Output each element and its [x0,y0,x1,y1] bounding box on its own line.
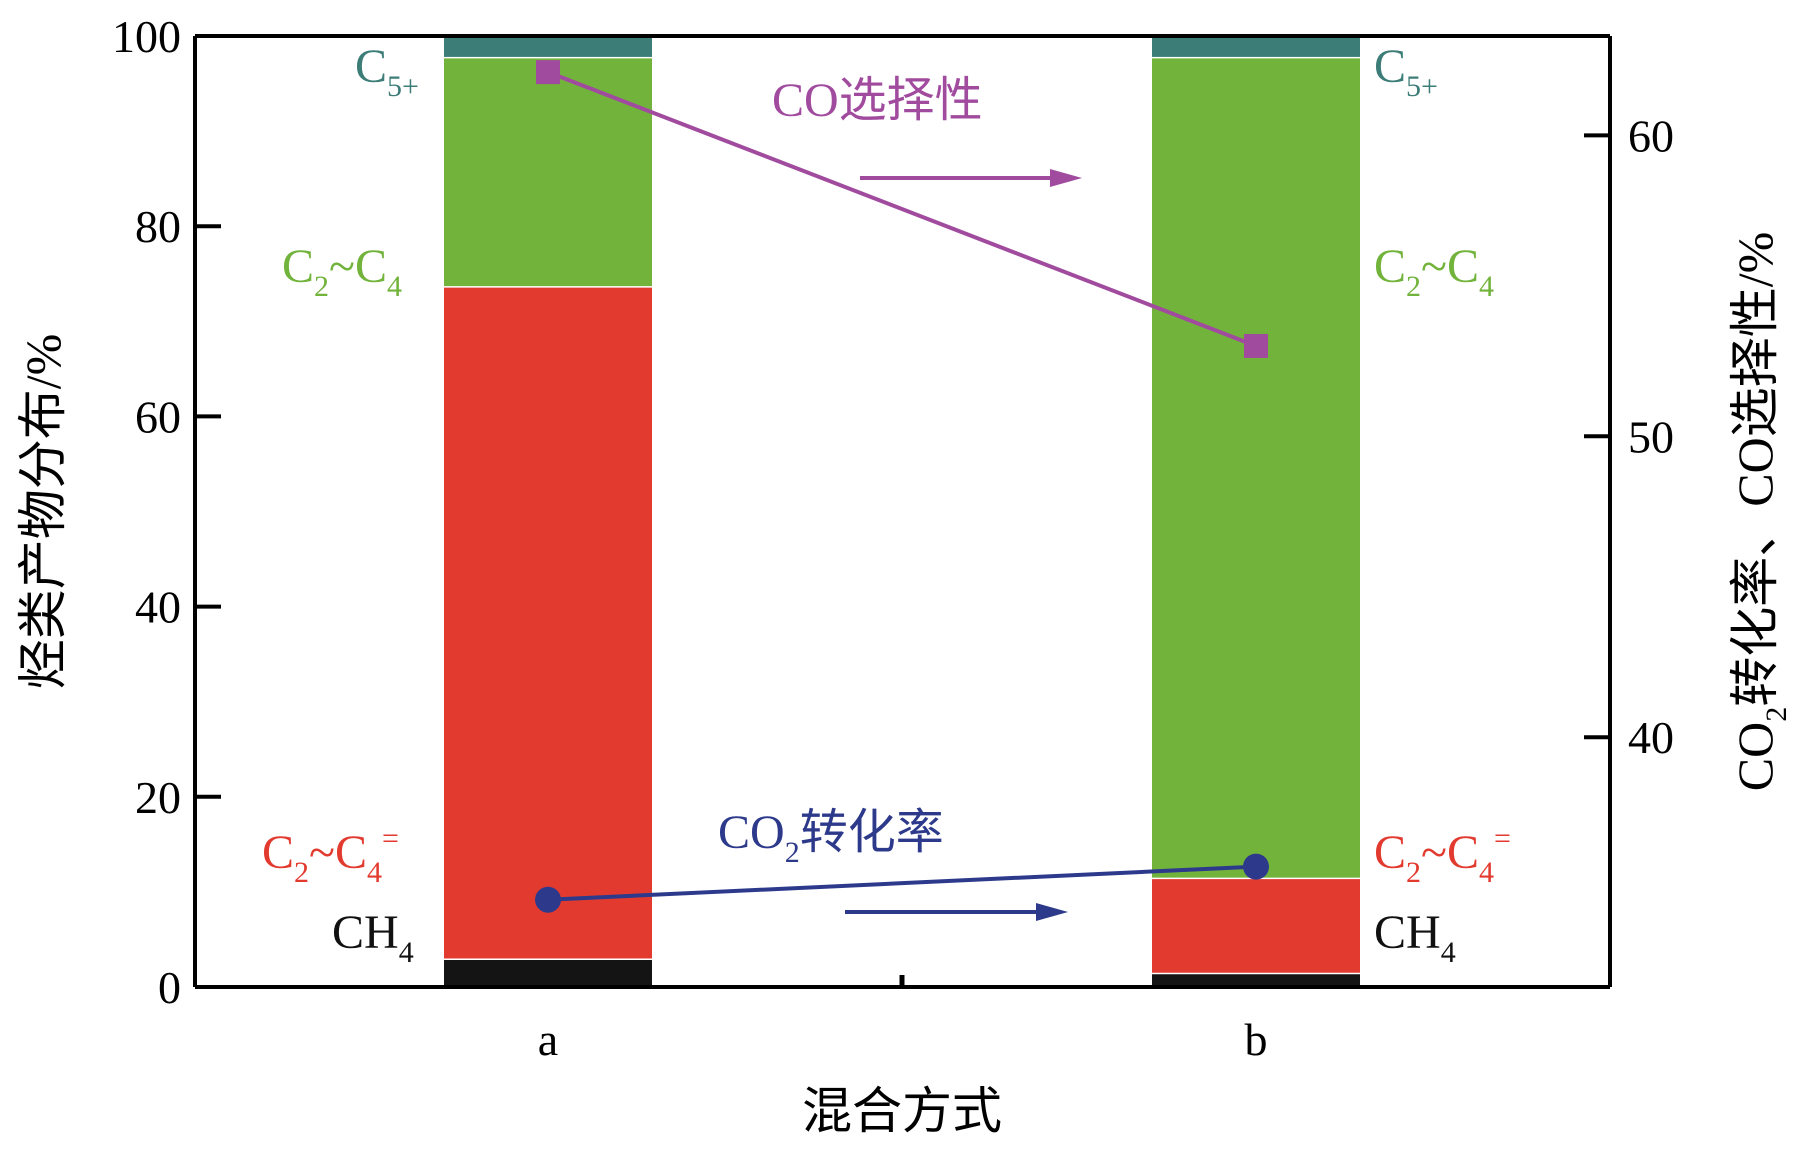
series-point [1243,853,1269,880]
x-tick-label: a [538,1014,558,1065]
y2-tick-label: 50 [1628,411,1674,462]
bar-segment [444,286,652,959]
bar-segment [1152,877,1360,973]
series-point [535,886,561,913]
x-axis-title: 混合方式 [802,1083,1002,1139]
segment-label: C5+ [1374,40,1438,103]
co2-conversion-label: CO2转化率 [718,806,944,869]
co-selectivity-arrowhead [1050,169,1082,187]
series-line [547,70,1257,348]
bar-segment [1152,56,1360,878]
series-line [547,864,1257,902]
y2-tick-label: 40 [1628,712,1674,763]
bar-segment [1152,36,1360,57]
co-selectivity-label: CO选择性 [772,74,983,127]
y-tick-label: 100 [112,11,181,62]
segment-label: C2~C4 [282,240,402,303]
segment-label: CH4 [332,906,414,969]
series-point [536,60,560,85]
y-axis-title: 烃类产物分布/% [15,334,71,690]
y2-tick-label: 60 [1628,110,1674,161]
x-tick-label: b [1245,1014,1268,1065]
series-point [1244,333,1268,358]
segment-label: C2~C4= [262,822,399,889]
bar-segment [444,36,652,57]
segment-labels-layer: CH4 CH4 C2~C4= C2~C4= C2~C4 C2~C4 C5+ C5+ [262,40,1511,969]
segment-label: C2~C4= [1374,822,1511,889]
lines-layer: CO选择性 CO2转化率 [535,60,1269,921]
y2-axis-title: CO2转化率、CO选择性/% [1727,232,1793,791]
bars-layer [444,36,1360,987]
segment-label: C5+ [355,40,419,103]
y-tick-label: 60 [135,391,181,442]
y-tick-label: 40 [135,582,181,633]
y-tick-label: 80 [135,201,181,252]
bar-segment [444,958,652,987]
bar-segment [444,56,652,287]
segment-label: CH4 [1374,906,1456,969]
axes-layer: 0 20 40 60 80 100 40 50 60 a b 混合方式 烃类产物分布/% CO2转化率、C… [15,11,1793,1139]
co2-conversion-arrowhead [1036,903,1068,921]
bar-segment [1152,972,1360,987]
y-tick-label: 0 [158,962,181,1013]
segment-label: C2~C4 [1374,240,1494,303]
y-tick-label: 20 [135,772,181,823]
